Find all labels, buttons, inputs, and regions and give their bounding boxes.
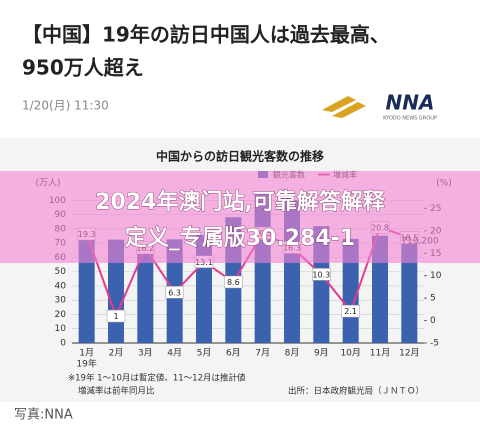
title-line: 950万人超え	[22, 56, 144, 80]
overlay-text: 2024年澳门站,可靠解答解释	[95, 189, 386, 215]
bar	[137, 244, 154, 343]
value-label-box	[341, 304, 360, 318]
x-tick-label: 12月	[399, 348, 419, 359]
y-tick-label: 30	[55, 296, 67, 306]
source: 出所：日本政府観光局（ＪＮＴＯ）	[288, 386, 424, 397]
bar	[401, 241, 418, 343]
date: 1/20(月) 11:30	[22, 99, 109, 113]
x-tick-label: 10月	[340, 348, 360, 359]
x-tick-label: 4月	[167, 348, 182, 359]
logo-sub: KYODO NEWS GROUP	[383, 116, 437, 122]
y2-tick-label: 10	[430, 271, 442, 281]
x-tick-label: 11月	[370, 348, 390, 359]
x-tick-label: 7月	[255, 348, 270, 359]
value-label: 6.3	[168, 288, 181, 297]
value-label: 8.6	[227, 278, 240, 287]
y-tick-label: 0	[60, 339, 66, 349]
value-label-box	[165, 286, 184, 299]
y-tick-label: 20	[55, 310, 67, 320]
note: ※19年 1〜10月は暫定値、11〜12月は推計値	[68, 373, 246, 384]
note: 増減率は前年同月比	[78, 386, 155, 397]
overlay-text: 定义_专属版30.284-1	[125, 225, 355, 251]
x-tick-label: 6月	[226, 348, 241, 359]
year-label: 19年	[76, 358, 96, 370]
y-tick-label: 40	[55, 281, 67, 291]
x-tick-label: 1月	[79, 348, 94, 359]
value-label-box	[312, 268, 331, 281]
x-tick-label: 9月	[314, 348, 329, 359]
logo: NNA KYODO NEWS GROUP	[322, 91, 437, 122]
chart-title: 中国からの訪日観光客数の推移	[156, 149, 324, 164]
value-label: 2.1	[344, 307, 357, 316]
y2-tick-label: 0	[430, 316, 436, 326]
title-line: 【中国】19年の訪日中国人は過去最高、	[22, 23, 390, 47]
logo-mark	[322, 96, 366, 118]
value-label-box	[106, 309, 126, 323]
value-label: 1	[113, 312, 118, 321]
value-label-box	[224, 275, 243, 289]
x-tick-label: 2月	[109, 348, 124, 359]
overlay-banner	[0, 171, 480, 263]
value-label: 10.3	[312, 270, 330, 279]
y-tick-label: 10	[55, 324, 67, 334]
logo-text: NNA	[386, 91, 435, 115]
caption: 写真:NNA	[14, 408, 73, 423]
y2-tick-label: -5	[430, 339, 439, 349]
x-tick-label: 3月	[138, 348, 153, 359]
y-tick-label: 50	[55, 267, 67, 277]
y2-tick-label: 5	[430, 294, 436, 304]
x-tick-label: 5月	[197, 348, 212, 359]
x-tick-label: 8月	[285, 348, 300, 359]
